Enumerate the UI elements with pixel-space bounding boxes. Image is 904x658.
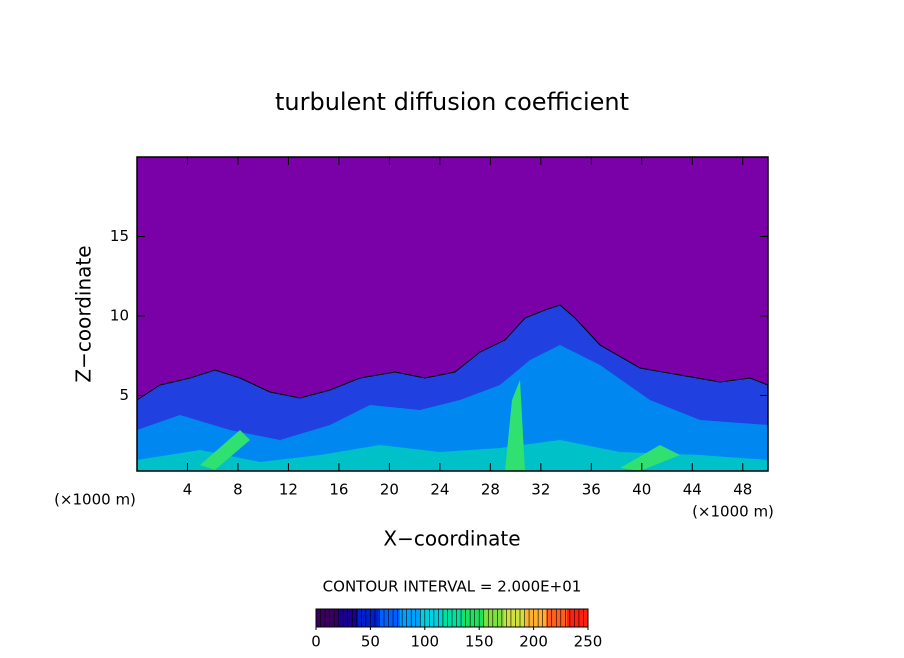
colorbar-segment [399,609,422,627]
colorbar-segment [504,609,526,627]
colorbar-title: CONTOUR INTERVAL = 2.000E+01 [323,578,582,596]
y-tick-label: 10 [110,306,129,324]
colorbar-segment [316,609,338,627]
x-tick-label: 4 [183,481,193,499]
x-tick-label: 20 [380,481,399,499]
x-tick-label: 32 [531,481,550,499]
colorbar-segment [567,609,589,627]
colorbar-tick-label: 150 [465,633,494,651]
x-unit: (×1000 m) [692,503,774,521]
y-tick-label: 15 [110,227,129,245]
colorbar-tick-label: 0 [311,633,321,651]
x-tick-label: 44 [683,481,702,499]
contour-line [136,304,769,401]
x-tick-label: 36 [582,481,601,499]
layer-region [137,345,768,471]
chart-title: turbulent diffusion coefficient [275,88,629,116]
colorbar-segment [546,609,568,627]
colorbar-tick-label: 250 [574,633,603,651]
x-tick-label: 16 [329,481,348,499]
colorbar-frame [315,608,589,628]
colorbar-segment [357,609,380,627]
y-unit: (×1000 m) [54,491,136,509]
colorbar-tick-label: 200 [519,633,548,651]
y-axis-label: Z−coordinate [72,245,96,382]
x-tick-label: 24 [430,481,449,499]
x-tick-label: 12 [279,481,298,499]
x-axis-label: X−coordinate [383,527,520,551]
layer-streak [200,380,680,471]
turbulent-layer [136,304,769,471]
layer-region [137,440,768,471]
x-tick-label: 8 [233,481,243,499]
y-tick-label: 5 [119,386,129,404]
colorbar-tick-label: 50 [361,633,380,651]
colorbar-segment [420,609,443,627]
x-tick-label: 40 [632,481,651,499]
colorbar-segment [483,609,505,627]
colorbar-segment [462,609,484,627]
colorbar-tick-label: 100 [410,633,439,651]
plot-frame [136,156,769,472]
colorbar-segment [525,609,547,627]
x-tick-label: 28 [481,481,500,499]
colorbar-segment [378,609,401,627]
x-tick-label: 48 [733,481,752,499]
